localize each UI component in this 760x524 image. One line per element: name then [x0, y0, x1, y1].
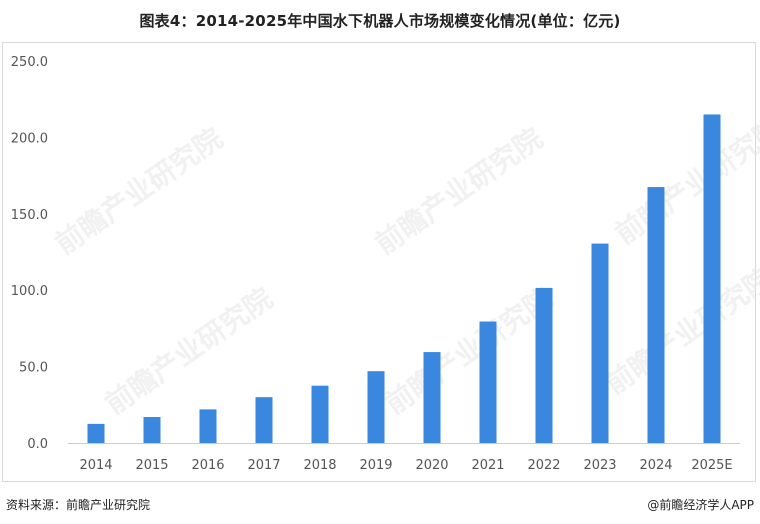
y-tick-label: 150.0 [11, 208, 48, 223]
bar-2014 [87, 423, 105, 443]
source-note: 资料来源：前瞻产业研究院 [6, 498, 151, 512]
plot-frame [2, 42, 756, 482]
x-tick-label: 2023 [583, 458, 616, 473]
x-tick-label: 2024 [639, 458, 672, 473]
x-tick-label: 2016 [191, 458, 224, 473]
x-tick-label: 2020 [415, 458, 448, 473]
y-tick-label: 200.0 [11, 131, 48, 146]
bar-2023 [591, 243, 609, 443]
bar-2015 [143, 417, 161, 443]
x-tick-label: 2019 [359, 458, 392, 473]
y-tick-label: 0.0 [27, 437, 48, 452]
bar-2020 [423, 352, 441, 443]
y-tick-label: 50.0 [19, 361, 48, 376]
x-tick-label: 2015 [135, 458, 168, 473]
bar-2024 [647, 187, 665, 443]
y-tick-label: 250.0 [11, 55, 48, 70]
bar-2017 [255, 397, 273, 443]
x-tick-label: 2014 [79, 458, 112, 473]
x-tick-label: 2021 [471, 458, 504, 473]
x-tick-label: 2018 [303, 458, 336, 473]
x-axis: 2014 2015 2016 2017 2018 2019 2020 2021 2022 2023… [79, 458, 732, 473]
bar-2022 [535, 287, 553, 443]
y-tick-label: 100.0 [11, 284, 48, 299]
y-axis: 0.0 50.0 100.0 150.0 200.0 250.0 [11, 55, 48, 452]
x-tick-label: 2025E [691, 458, 732, 473]
chart-title: 图表4：2014-2025年中国水下机器人市场规模变化情况(单位：亿元) [139, 12, 621, 30]
bar-2021 [479, 321, 497, 443]
bar-2025E [703, 114, 721, 443]
brand-note: @前瞻经济学人APP [647, 498, 754, 512]
bar-2018 [311, 385, 329, 443]
bar-2016 [199, 409, 217, 443]
x-tick-label: 2022 [527, 458, 560, 473]
bar-2019 [367, 371, 385, 443]
x-tick-label: 2017 [247, 458, 280, 473]
bar-chart: 0.0 50.0 100.0 150.0 200.0 250.0 2014 2015 2016… [11, 55, 740, 473]
bar-series [87, 114, 721, 443]
